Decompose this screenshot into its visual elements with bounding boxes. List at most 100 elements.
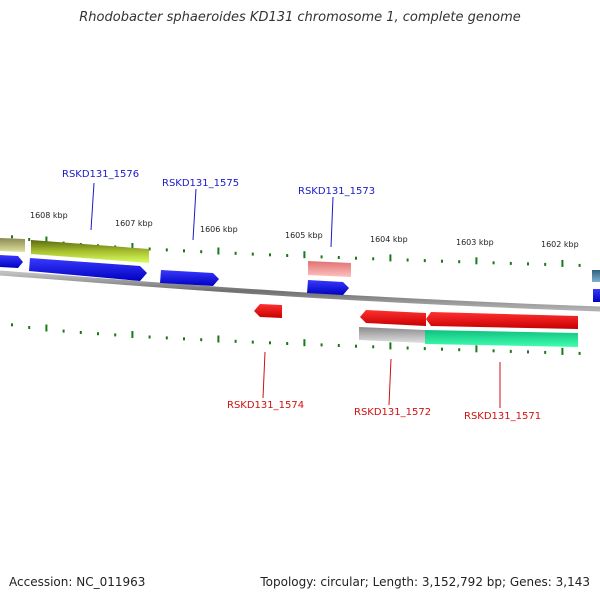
gene-arrow-rskd131-1572[interactable] [360,310,426,326]
inner-tick-track [11,323,581,355]
tick-label-1602: 1602 kbp [541,240,579,249]
gene-arrow-forward-edge[interactable] [593,289,600,302]
gene-arrow-rskd131-1575[interactable] [160,270,219,286]
tick-minor [492,261,495,265]
tick-minor [234,251,237,255]
tick-major [131,243,134,250]
tick-minor [62,329,65,333]
tick-label-1605: 1605 kbp [285,231,323,240]
tick-minor [183,249,185,253]
tick-minor [372,345,375,349]
tick-minor [337,344,340,347]
gene-arrow-rskd131-1573[interactable] [307,280,349,295]
gene-arrow-rskd131-1574[interactable] [254,304,282,318]
accession-text: Accession: NC_011963 [9,575,146,589]
tick-minor [355,344,357,348]
gene-label-rskd131-1572[interactable]: RSKD131_1572 [354,407,431,418]
tick-major [303,251,306,259]
tick-minor [509,349,512,353]
leader-line-rskd131-1576 [90,182,95,231]
tick-minor [11,235,13,239]
tick-label-1608: 1608 kbp [30,211,68,220]
gene-arrow-forward[interactable] [0,255,23,268]
tick-minor [251,252,254,256]
tick-minor [320,255,323,259]
gene-label-rskd131-1575[interactable]: RSKD131_1575 [162,178,239,189]
feature-bar-green[interactable] [425,330,578,347]
tick-major [389,254,392,262]
tick-minor [114,333,117,337]
gene-label-rskd131-1571[interactable]: RSKD131_1571 [464,411,541,422]
feature-bar-olive[interactable] [31,240,149,263]
tick-minor [165,336,168,340]
tick-minor [286,342,289,345]
feature-bar-gray[interactable] [359,327,425,343]
tick-minor [148,247,151,251]
genome-summary-text: Topology: circular; Length: 3,152,792 bp… [260,575,590,589]
tick-minor [165,248,168,252]
tick-minor [234,339,237,343]
tick-label-1606: 1606 kbp [200,225,238,234]
tick-major [475,345,478,353]
tick-minor [527,262,529,266]
tick-minor [200,250,203,254]
tick-minor [11,323,13,327]
feature-bar-pink[interactable] [308,261,351,277]
tick-minor [355,256,357,260]
tick-minor [97,332,99,336]
tick-major [303,339,306,347]
leader-line-rskd131-1572 [388,358,392,406]
tick-minor [406,258,409,262]
tick-minor [79,331,82,334]
tick-minor [148,335,151,339]
tick-label-1607: 1607 kbp [115,219,153,228]
tick-major [389,342,392,350]
tick-minor [509,261,512,265]
tick-minor [544,350,547,354]
tick-minor [320,343,323,347]
tick-minor [458,348,461,352]
tick-minor [458,260,461,264]
tick-minor [337,256,340,259]
feature-bar-khaki[interactable] [0,238,25,252]
gene-label-rskd131-1573[interactable]: RSKD131_1573 [298,186,375,197]
tick-minor [28,326,31,329]
tick-minor [183,337,185,341]
tick-minor [441,347,443,351]
tick-minor [269,253,271,257]
feature-bar-teal[interactable] [592,270,600,282]
gene-arrow-rskd131-1571[interactable] [426,312,578,329]
tick-minor [423,347,426,351]
tick-minor [527,350,529,354]
tick-minor [372,257,375,261]
leader-line-rskd131-1574 [262,351,266,399]
tick-minor [200,338,203,342]
tick-major [131,331,134,338]
tick-minor [251,340,254,344]
tick-major [561,347,564,355]
tick-major [45,324,48,332]
tick-minor [578,351,581,355]
gene-label-rskd131-1574[interactable]: RSKD131_1574 [227,400,304,411]
gene-arrow-rskd131-1576[interactable] [29,258,147,281]
tick-minor [286,254,289,257]
tick-minor [28,238,31,241]
tick-major [217,247,220,255]
leader-line-rskd131-1575 [192,188,197,241]
tick-minor [578,263,581,267]
map-title: Rhodobacter sphaeroides KD131 chromosome… [79,10,521,25]
leader-line-rskd131-1573 [330,196,334,248]
tick-minor [269,341,271,345]
tick-minor [441,259,443,263]
tick-major [561,259,564,267]
tick-minor [423,259,426,263]
tick-minor [492,349,495,353]
tick-minor [406,346,409,350]
tick-label-1603: 1603 kbp [456,238,494,247]
tick-major [45,236,48,244]
tick-major [217,335,220,343]
chromosome-backbone [0,270,600,312]
gene-label-rskd131-1576[interactable]: RSKD131_1576 [62,169,139,180]
tick-minor [544,262,547,266]
